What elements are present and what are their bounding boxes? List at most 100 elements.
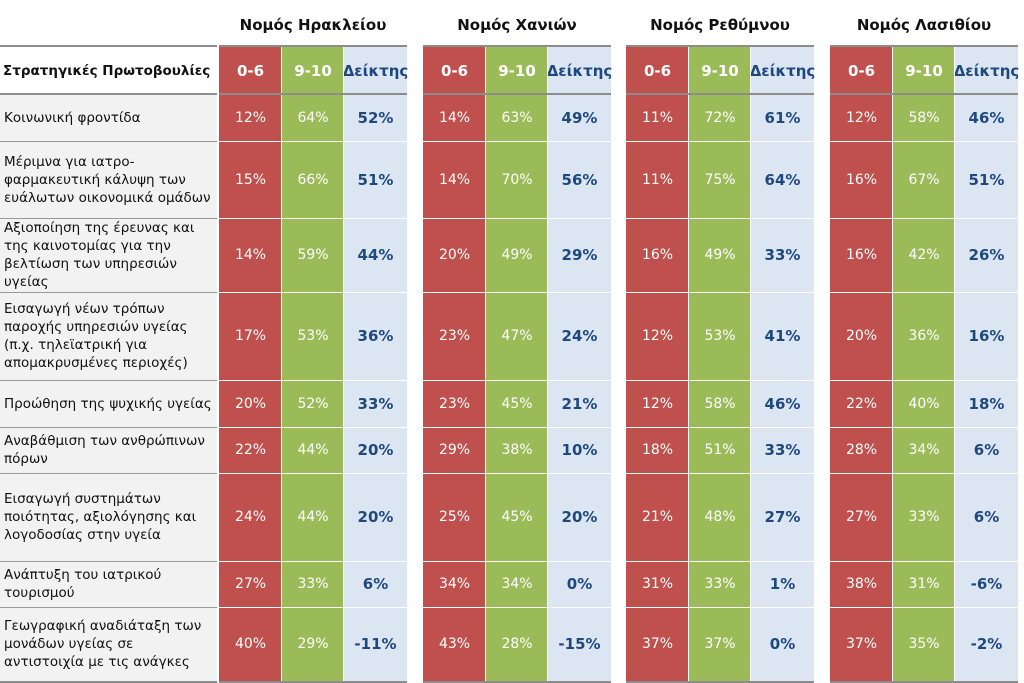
group-title: Νομός Ηρακλείου bbox=[239, 16, 387, 34]
value-cell: 61% bbox=[751, 94, 814, 141]
row-separator bbox=[830, 380, 1018, 381]
row-separator bbox=[626, 473, 814, 474]
value-cell: 0% bbox=[751, 607, 814, 681]
row-separator bbox=[830, 292, 1018, 293]
value-cell: 33% bbox=[689, 561, 751, 607]
value-cell: 14% bbox=[423, 141, 486, 218]
row-label: Αξιοποίηση της έρευνας και της καινοτομί… bbox=[0, 218, 217, 292]
value-cell: 56% bbox=[548, 141, 611, 218]
value-cell: 33% bbox=[751, 427, 814, 473]
group-title: Νομός Λασιθίου bbox=[856, 16, 992, 34]
row-separator bbox=[219, 380, 407, 381]
row-label: Αναβάθμιση των ανθρώπινων πόρων bbox=[0, 427, 217, 473]
value-cell: 6% bbox=[955, 473, 1018, 561]
value-cell: 33% bbox=[893, 473, 955, 561]
value-cell: -11% bbox=[344, 607, 407, 681]
row-separator bbox=[219, 141, 407, 142]
column-header: Δείκτης bbox=[750, 47, 815, 94]
column-header: Δείκτης bbox=[954, 47, 1019, 94]
value-cell: 44% bbox=[344, 218, 407, 292]
column-separator bbox=[547, 47, 548, 681]
value-cell: 17% bbox=[219, 292, 282, 380]
value-cell: 15% bbox=[219, 141, 282, 218]
value-cell: 28% bbox=[830, 427, 893, 473]
row-separator bbox=[423, 292, 611, 293]
row-separator bbox=[626, 292, 814, 293]
table-rule bbox=[0, 681, 217, 683]
row-separator bbox=[423, 473, 611, 474]
value-cell: 12% bbox=[626, 380, 689, 427]
value-cell: 67% bbox=[893, 141, 955, 218]
value-cell: 14% bbox=[219, 218, 282, 292]
value-cell: 27% bbox=[830, 473, 893, 561]
row-separator bbox=[626, 427, 814, 428]
value-cell: -2% bbox=[955, 607, 1018, 681]
row-label: Εισαγωγή νέων τρόπων παροχής υπηρεσιών υ… bbox=[0, 292, 217, 380]
group-title: Νομός Χανιών bbox=[457, 16, 577, 34]
value-cell: 49% bbox=[486, 218, 548, 292]
value-cell: 59% bbox=[282, 218, 344, 292]
value-cell: 16% bbox=[830, 218, 893, 292]
value-cell: 75% bbox=[689, 141, 751, 218]
value-cell: 22% bbox=[219, 427, 282, 473]
row-separator bbox=[423, 218, 611, 219]
value-cell: 12% bbox=[626, 292, 689, 380]
table-rule bbox=[0, 45, 217, 47]
row-label: Κοινωνική φροντίδα bbox=[0, 94, 217, 141]
value-cell: 40% bbox=[893, 380, 955, 427]
column-separator bbox=[892, 47, 893, 681]
value-cell: 23% bbox=[423, 380, 486, 427]
table-rule bbox=[423, 45, 611, 47]
row-label: Γεωγραφική αναδιάταξη των μονάδων υγείας… bbox=[0, 607, 217, 681]
value-cell: 22% bbox=[830, 380, 893, 427]
value-cell: 52% bbox=[344, 94, 407, 141]
value-cell: 31% bbox=[626, 561, 689, 607]
value-cell: 52% bbox=[282, 380, 344, 427]
value-cell: 38% bbox=[830, 561, 893, 607]
value-cell: 14% bbox=[423, 94, 486, 141]
value-cell: 1% bbox=[751, 561, 814, 607]
row-separator bbox=[423, 607, 611, 608]
corner-label: Στρατηγικές Πρωτοβουλίες bbox=[0, 47, 217, 94]
value-cell: 41% bbox=[751, 292, 814, 380]
value-cell: 25% bbox=[423, 473, 486, 561]
value-cell: 64% bbox=[751, 141, 814, 218]
row-separator bbox=[219, 292, 407, 293]
row-separator bbox=[219, 607, 407, 608]
value-cell: 20% bbox=[219, 380, 282, 427]
column-separator bbox=[281, 47, 282, 681]
value-cell: 20% bbox=[830, 292, 893, 380]
value-cell: 36% bbox=[893, 292, 955, 380]
value-cell: 51% bbox=[344, 141, 407, 218]
value-cell: 63% bbox=[486, 94, 548, 141]
column-separator bbox=[688, 47, 689, 681]
value-cell: 11% bbox=[626, 94, 689, 141]
value-cell: 70% bbox=[486, 141, 548, 218]
row-separator bbox=[830, 218, 1018, 219]
value-cell: 29% bbox=[282, 607, 344, 681]
row-separator bbox=[626, 561, 814, 562]
value-cell: 34% bbox=[423, 561, 486, 607]
value-cell: 45% bbox=[486, 380, 548, 427]
row-label: Ανάπτυξη του ιατρικού τουρισμού bbox=[0, 561, 217, 607]
table-rule bbox=[830, 45, 1018, 47]
column-header: Δείκτης bbox=[547, 47, 612, 94]
row-separator bbox=[626, 380, 814, 381]
value-cell: 44% bbox=[282, 473, 344, 561]
value-cell: 34% bbox=[486, 561, 548, 607]
value-cell: 20% bbox=[344, 473, 407, 561]
row-separator bbox=[219, 473, 407, 474]
value-cell: 34% bbox=[893, 427, 955, 473]
column-header: 0-6 bbox=[626, 47, 689, 94]
row-separator bbox=[626, 141, 814, 142]
column-separator bbox=[954, 47, 955, 681]
value-cell: 16% bbox=[955, 292, 1018, 380]
table-rule bbox=[626, 93, 814, 95]
value-cell: 18% bbox=[626, 427, 689, 473]
row-separator bbox=[423, 141, 611, 142]
value-cell: 24% bbox=[219, 473, 282, 561]
row-separator bbox=[830, 473, 1018, 474]
group-title: Νομός Ρεθύμνου bbox=[650, 16, 790, 34]
table-rule bbox=[423, 93, 611, 95]
